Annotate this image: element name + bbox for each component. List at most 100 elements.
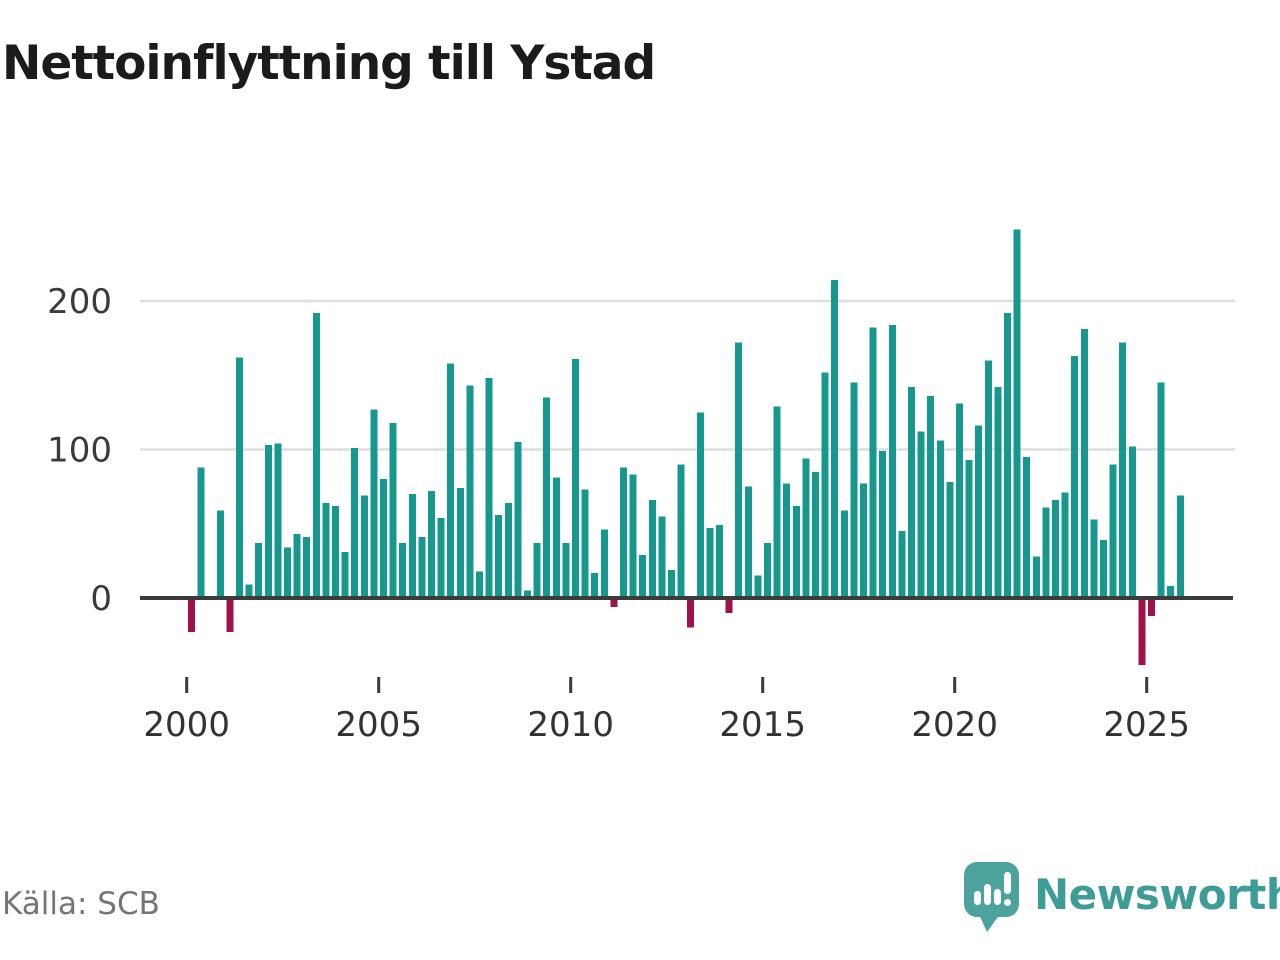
bar xyxy=(850,382,858,598)
bar xyxy=(399,543,407,598)
bar xyxy=(514,442,522,598)
bar xyxy=(485,378,493,598)
bar xyxy=(735,342,743,598)
bar xyxy=(639,554,647,598)
source-credit: Källa: SCB xyxy=(2,886,160,922)
bar xyxy=(860,483,867,598)
bar xyxy=(1023,456,1031,598)
bar xyxy=(725,598,733,613)
bar xyxy=(504,502,512,598)
bar xyxy=(1032,556,1040,598)
bar xyxy=(322,502,330,598)
bar xyxy=(668,569,675,598)
bar xyxy=(956,403,963,598)
bar xyxy=(1100,540,1107,598)
bar xyxy=(418,537,426,598)
bar xyxy=(600,529,608,598)
bar xyxy=(293,534,301,598)
bar xyxy=(888,324,896,598)
bar xyxy=(360,495,368,598)
x-axis-label-2010: 2010 xyxy=(527,705,614,745)
bar xyxy=(754,575,762,598)
y-axis-label-100: 100 xyxy=(47,431,112,471)
bar xyxy=(216,510,224,598)
bar xyxy=(1080,329,1088,598)
bar xyxy=(658,516,666,598)
x-axis-label-2005: 2005 xyxy=(335,705,422,745)
bar xyxy=(188,598,195,633)
bar xyxy=(370,409,378,598)
bar xyxy=(245,584,253,598)
x-axis-label-2025: 2025 xyxy=(1103,705,1190,745)
x-axis-label-2020: 2020 xyxy=(911,705,998,745)
bar xyxy=(812,471,819,598)
bar xyxy=(1176,495,1184,598)
x-axis-label-2000: 2000 xyxy=(143,705,230,745)
chart-title: Nettoinflyttning till Ystad xyxy=(2,36,656,91)
bar xyxy=(476,571,483,598)
bar xyxy=(264,445,272,598)
bar xyxy=(821,372,829,598)
bar xyxy=(687,598,695,628)
bar xyxy=(965,459,973,598)
bar xyxy=(562,543,570,598)
bar xyxy=(303,537,311,598)
bar xyxy=(898,531,906,598)
newsworthy-logo-icon xyxy=(964,862,1019,932)
bar xyxy=(984,360,992,598)
bar xyxy=(927,396,935,598)
bar xyxy=(456,488,464,598)
y-axis-label-0: 0 xyxy=(90,579,112,619)
bar xyxy=(946,482,954,598)
bar xyxy=(620,467,627,598)
newsworthy-logo-text: Newsworthy xyxy=(1034,870,1280,919)
bar xyxy=(197,467,205,598)
bar xyxy=(792,505,800,598)
bar xyxy=(783,483,791,598)
bar xyxy=(466,385,474,598)
bar xyxy=(716,525,723,598)
bar xyxy=(1071,355,1079,598)
bar xyxy=(764,543,771,598)
bar xyxy=(975,425,983,598)
newsworthy-logo: Newsworthy xyxy=(958,858,1280,934)
bar xyxy=(1061,492,1069,598)
bar xyxy=(936,440,944,598)
bar xyxy=(312,312,320,598)
x-axis-line xyxy=(140,596,1233,600)
bar xyxy=(351,448,359,598)
bar xyxy=(341,551,349,598)
bar xyxy=(1052,499,1059,598)
bar xyxy=(917,431,925,598)
bar xyxy=(1148,598,1155,616)
bar xyxy=(226,598,234,633)
bar xyxy=(236,357,243,598)
bar xyxy=(255,543,263,598)
bar xyxy=(879,450,887,598)
bar xyxy=(543,397,551,598)
bar xyxy=(744,486,752,598)
bar xyxy=(908,387,915,598)
bar xyxy=(389,422,397,598)
bar xyxy=(696,412,704,598)
bar xyxy=(1090,519,1098,598)
bar xyxy=(629,474,637,598)
bar xyxy=(1042,507,1050,598)
bar xyxy=(552,477,560,598)
y-axis-label-200: 200 xyxy=(47,282,112,322)
bar xyxy=(1128,446,1136,598)
bar xyxy=(1157,382,1165,598)
bar xyxy=(380,479,387,598)
bar xyxy=(802,458,810,598)
bar xyxy=(994,387,1002,598)
bar xyxy=(437,517,445,598)
bar xyxy=(706,528,714,598)
bar xyxy=(533,543,541,598)
bar xyxy=(610,598,618,607)
bar xyxy=(677,464,685,598)
bar xyxy=(524,590,531,598)
bar xyxy=(1004,312,1011,598)
bar xyxy=(1138,598,1146,665)
x-axis-label-2015: 2015 xyxy=(719,705,806,745)
